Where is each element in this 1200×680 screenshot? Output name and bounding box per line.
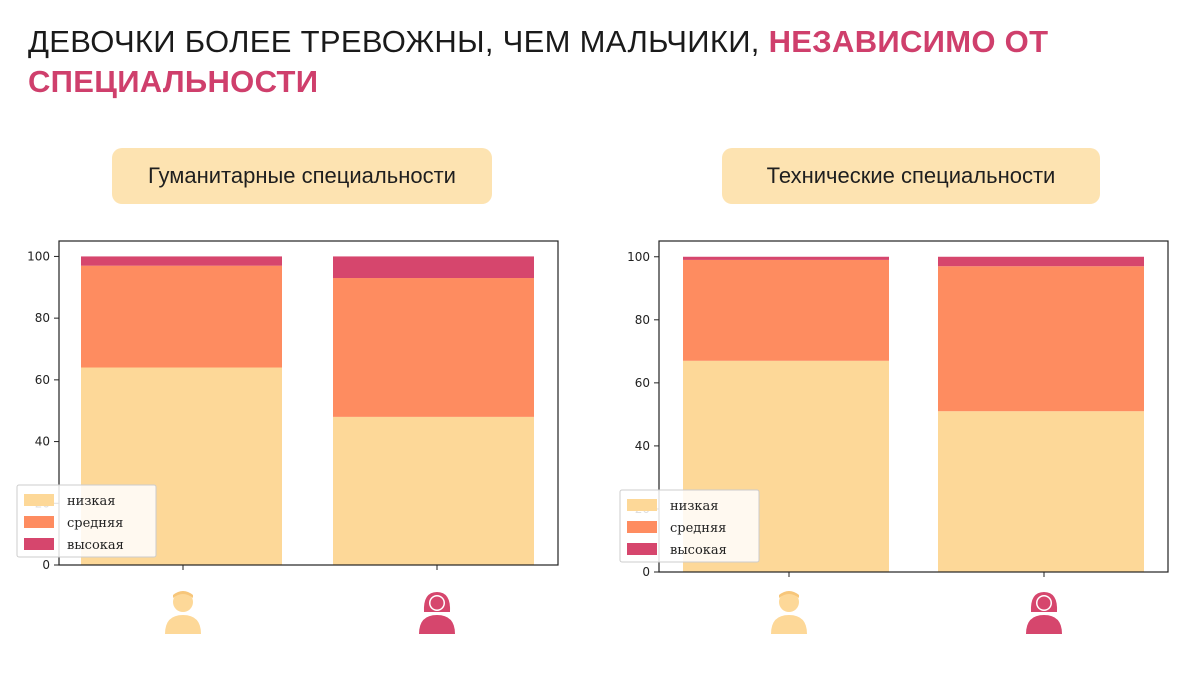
chart-technical-svg: 020406080100низкаясредняявысокая (619, 240, 1169, 634)
ytick-label-0-40: 40 (35, 435, 50, 449)
legend-1: низкая средняя высокая (619, 489, 760, 563)
legend-swatch-0-high (24, 538, 54, 550)
ytick-label-0-80: 80 (35, 311, 50, 325)
legend-swatch-1-high (627, 543, 657, 555)
subtitle-technical: Технические специальности (722, 148, 1100, 204)
ytick-label-1-60: 60 (635, 376, 650, 390)
legend-label-0-medium: средняя (67, 516, 123, 531)
ytick-label-1-100: 100 (627, 250, 650, 264)
page-title: ДЕВОЧКИ БОЛЕЕ ТРЕВОЖНЫ, ЧЕМ МАЛЬЧИКИ, НЕ… (28, 22, 1168, 102)
bar-1-0-medium (683, 259, 889, 361)
legend-swatch-1-low (627, 499, 657, 511)
bar-1-1-low (938, 411, 1144, 572)
subtitle-humanities: Гуманитарные специальности (112, 148, 492, 204)
male-person-icon-1 (771, 591, 807, 634)
title-accent: НЕЗАВИСИМО ОТ СПЕЦИАЛЬНОСТИ (28, 24, 1049, 99)
female-person-icon-1 (1026, 592, 1062, 634)
bar-0-1-low (333, 416, 534, 565)
legend-label-1-high: высокая (670, 543, 727, 558)
bar-1-0-high (683, 256, 889, 260)
axes-frame-1 (658, 240, 1169, 573)
bar-0-0-medium (81, 265, 282, 368)
ytick-label-0-60: 60 (35, 373, 50, 387)
male-person-icon-0 (165, 591, 201, 634)
ytick-label-0-100: 100 (27, 249, 50, 263)
chart-humanities: 020406080100низкаясредняявысокая (0, 225, 600, 640)
bar-1-1-medium (938, 266, 1144, 412)
legend-swatch-1-medium (627, 521, 657, 533)
ytick-label-1-40: 40 (635, 439, 650, 453)
legend-label-0-low: низкая (67, 494, 116, 509)
bar-0-1-high (333, 256, 534, 279)
legend-0: низкая средняя высокая (16, 484, 157, 558)
ytick-label-1-0: 0 (642, 565, 650, 579)
ytick-label-0-0: 0 (42, 558, 50, 572)
title-plain: ДЕВОЧКИ БОЛЕЕ ТРЕВОЖНЫ, ЧЕМ МАЛЬЧИКИ, (28, 24, 769, 59)
bar-1-1-high (938, 256, 1144, 267)
legend-label-0-high: высокая (67, 538, 124, 553)
legend-label-1-medium: средняя (670, 521, 726, 536)
chart-humanities-svg: 020406080100низкаясредняявысокая (16, 240, 559, 634)
female-person-icon-0 (419, 592, 455, 634)
chart-technical: 020406080100низкаясредняявысокая (600, 225, 1200, 640)
legend-label-1-low: низкая (670, 499, 719, 514)
axes-frame-0 (58, 240, 559, 566)
bar-0-0-high (81, 256, 282, 266)
ytick-label-1-80: 80 (635, 313, 650, 327)
bar-0-1-medium (333, 278, 534, 417)
legend-swatch-0-low (24, 494, 54, 506)
legend-swatch-0-medium (24, 516, 54, 528)
